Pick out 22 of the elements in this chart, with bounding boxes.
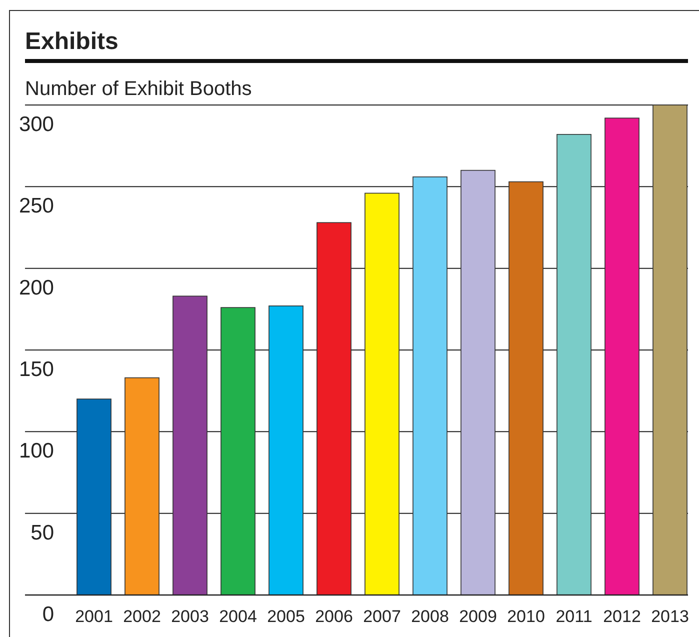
x-tick-label: 2010 xyxy=(507,607,545,626)
y-tick-label: 250 xyxy=(18,194,54,218)
x-tick-label: 2009 xyxy=(459,607,497,626)
x-tick-label: 2006 xyxy=(315,607,353,626)
x-tick-label: 2004 xyxy=(219,607,257,626)
y-tick-label: 200 xyxy=(18,276,54,300)
x-tick-label: 2005 xyxy=(267,607,305,626)
x-tick-label: 2002 xyxy=(123,607,161,626)
x-tick-label: 2011 xyxy=(556,607,592,626)
y-tick-label: 0 xyxy=(42,603,54,626)
x-tick-label: 2013 xyxy=(651,607,689,626)
y-tick-label: 100 xyxy=(18,440,54,463)
x-tick-label: 2003 xyxy=(171,607,209,626)
y-tick-label: 50 xyxy=(30,521,54,544)
y-tick-label: 300 xyxy=(18,113,54,136)
x-tick-label: 2007 xyxy=(363,607,401,626)
x-tick-label: 2008 xyxy=(411,607,449,626)
x-tick-label: 2012 xyxy=(603,607,641,626)
chart-title: Exhibits xyxy=(25,28,118,55)
y-tick-label: 150 xyxy=(18,358,54,381)
x-tick-label: 2001 xyxy=(75,607,113,626)
y-axis-title: Number of Exhibit Booths xyxy=(25,78,252,100)
